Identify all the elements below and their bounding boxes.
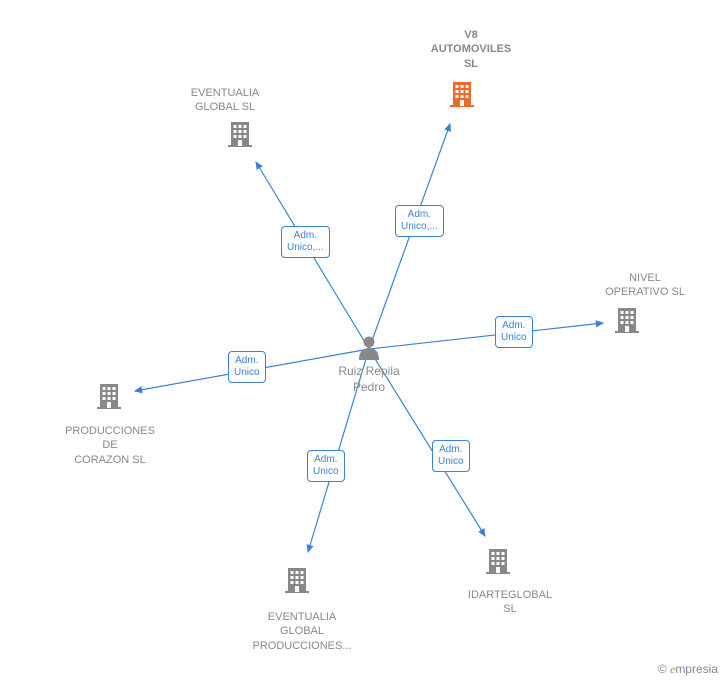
building-icon <box>94 381 124 416</box>
node-label: V8 AUTOMOVILES SL <box>416 28 526 71</box>
node-label: EVENTUALIA GLOBAL PRODUCCIONES... <box>247 610 357 653</box>
copyright-symbol: © <box>658 662 667 676</box>
edge-label: Adm. Unico <box>307 450 345 482</box>
building-icon <box>225 119 255 154</box>
network-diagram <box>0 0 728 685</box>
edge-label: Adm. Unico <box>228 351 266 383</box>
edge-label: Adm. Unico <box>495 316 533 348</box>
edge-label: Adm. Unico <box>432 440 470 472</box>
building-icon <box>612 305 642 340</box>
node-label: PRODUCCIONES DE CORAZON SL <box>55 424 165 467</box>
center-node-label: Ruiz Repila Pedro <box>329 364 409 395</box>
building-icon <box>282 565 312 600</box>
node-label: NIVEL OPERATIVO SL <box>590 271 700 300</box>
building-icon <box>447 79 477 114</box>
building-icon <box>483 546 513 581</box>
edge-label: Adm. Unico,... <box>281 226 330 258</box>
edge-line <box>369 323 603 349</box>
edge-label: Adm. Unico,... <box>395 205 444 237</box>
brand-rest: mpresia <box>675 662 718 676</box>
node-label: IDARTEGLOBAL SL <box>455 588 565 617</box>
node-label: EVENTUALIA GLOBAL SL <box>170 86 280 115</box>
credit-text: © empresia <box>658 662 718 677</box>
